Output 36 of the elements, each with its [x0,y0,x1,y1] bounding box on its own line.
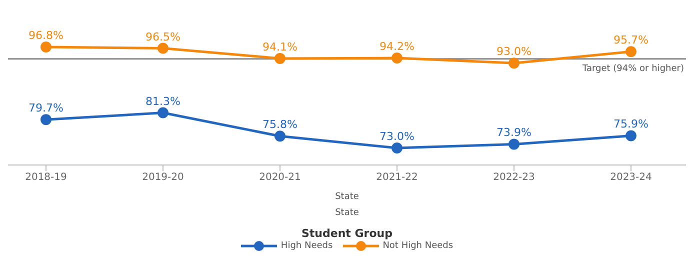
data-label: 94.2% [380,40,414,54]
point [626,46,636,58]
data-label: 73.9% [496,126,532,140]
point [158,42,168,54]
legend-title: Student Group [300,227,394,240]
point [274,130,286,142]
point [508,58,520,69]
text: State [335,208,360,218]
x-tick-label: 2023-24 [610,172,652,184]
data-label: 75.8% [262,118,298,132]
data-label: 96.5% [146,30,180,44]
point [392,142,402,154]
data-label: 96.8% [28,28,64,42]
data-label: 79.7% [28,102,64,115]
data-label: 81.3% [146,94,180,108]
data-label: 93.0% [496,45,532,58]
point [392,52,402,64]
point [40,114,52,126]
x-tick-label: 2019-20 [142,172,184,184]
point [40,41,52,52]
ref-line-label: Target (94% or higher) [581,64,684,74]
x-tick-label: 2022-23 [493,172,535,184]
point [158,107,168,118]
x-tick-label: 2018-19 [25,172,67,184]
x-tick-label: 2020-21 [259,172,301,184]
data-label: 95.7% [614,34,648,47]
data-label: 94.1% [262,40,298,54]
point [508,138,520,150]
x-tick-label: 2021-22 [376,172,418,184]
data-label: 75.9% [614,118,648,131]
x-axis-title: State [335,192,360,202]
point [626,130,636,142]
legend-label: Not High Needs [382,240,454,252]
legend-label: High Needs [280,240,333,252]
point [274,52,286,64]
data-label: 73.0% [380,130,414,144]
